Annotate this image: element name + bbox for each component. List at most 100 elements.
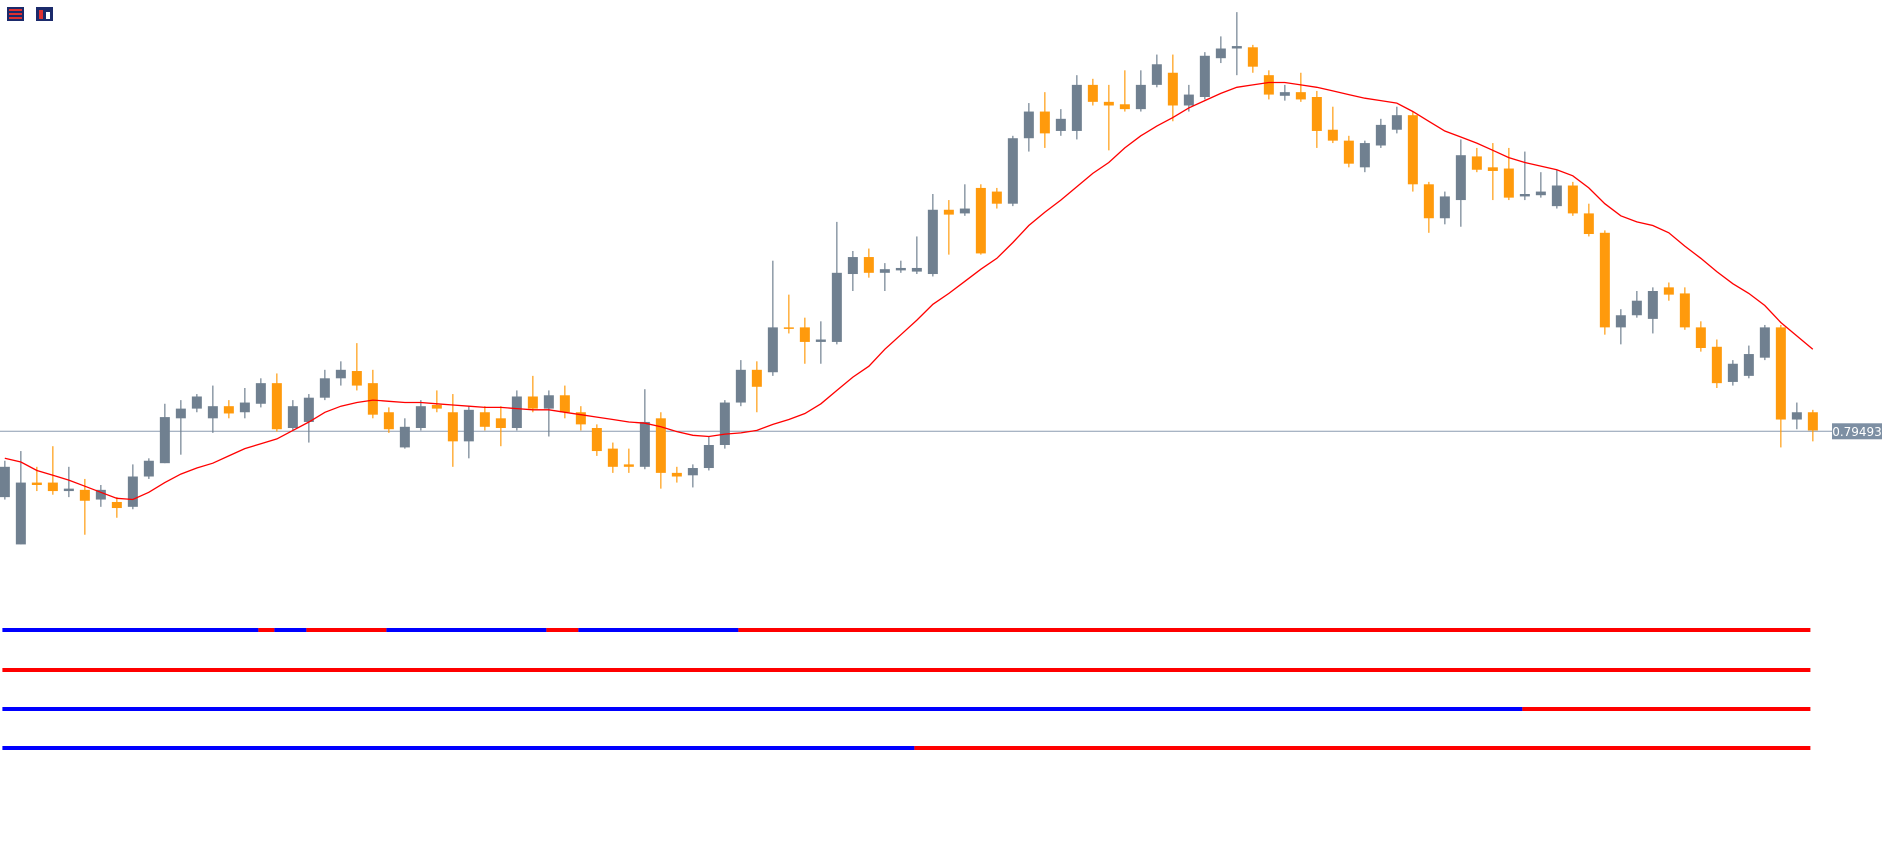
candle-body	[447, 412, 458, 442]
candle-body	[431, 404, 442, 409]
candle-body	[751, 369, 762, 387]
candle-body	[671, 472, 682, 477]
candle-body	[143, 460, 154, 477]
candle-body	[1135, 84, 1146, 110]
candle-body	[271, 383, 282, 430]
candle-body	[463, 409, 474, 442]
candle-body	[863, 257, 874, 273]
candle-body	[1535, 191, 1546, 196]
candle-body	[223, 406, 234, 414]
candle-body	[1119, 104, 1130, 110]
candle-body	[735, 369, 746, 403]
moving-average	[4, 81, 1814, 501]
candle-body	[159, 417, 170, 464]
icon-chart[interactable]	[36, 7, 53, 21]
candle-body	[815, 339, 826, 342]
candle-body	[543, 395, 554, 409]
candle-body	[1791, 412, 1802, 420]
candle-body	[303, 397, 314, 422]
candle-body	[975, 187, 986, 254]
candle-body	[1071, 84, 1082, 131]
icon-line	[9, 9, 22, 11]
candle-body	[1679, 293, 1690, 328]
candle-body	[495, 418, 506, 429]
candle-body	[1391, 115, 1402, 130]
candle-body	[607, 448, 618, 467]
candle-body	[1503, 168, 1514, 198]
candle-body	[783, 327, 794, 329]
candle-body	[1247, 47, 1258, 67]
candle-body	[1567, 185, 1578, 214]
candle-body	[415, 406, 426, 429]
candle-body	[1631, 300, 1642, 316]
candle-body	[1455, 155, 1466, 201]
candle-body	[1343, 140, 1354, 164]
candle-body	[1103, 101, 1114, 106]
candle-body	[1295, 92, 1306, 100]
candle-body	[1551, 185, 1562, 207]
toolbar-icons[interactable]	[7, 7, 53, 21]
candle-body	[399, 426, 410, 448]
candle-body	[767, 327, 778, 373]
candle-body	[1215, 48, 1226, 59]
candle-body	[527, 396, 538, 409]
candle-body	[351, 371, 362, 386]
candle-body	[1231, 46, 1242, 49]
candle-body	[1695, 327, 1706, 348]
candle-body	[335, 369, 346, 379]
candle-body	[63, 488, 74, 492]
price-label: 0.79493	[1832, 425, 1882, 439]
candle-body	[927, 209, 938, 275]
candle-body	[111, 501, 122, 509]
price-label-box	[1832, 423, 1882, 440]
candle-body	[1311, 97, 1322, 131]
candle-body	[943, 209, 954, 215]
candle-body	[655, 418, 666, 473]
candle-body	[1167, 72, 1178, 106]
candle-body	[31, 482, 42, 485]
candle-body	[879, 269, 890, 273]
icon-bar	[39, 10, 43, 19]
candle-body	[1199, 55, 1210, 97]
candle-body	[1439, 196, 1450, 219]
candle-body	[1087, 84, 1098, 102]
candle-body	[191, 396, 202, 409]
candle-body	[1647, 291, 1658, 319]
candle-body	[1151, 64, 1162, 85]
candle-body	[559, 395, 570, 413]
candle-body	[1263, 75, 1274, 95]
candle-body	[639, 421, 650, 467]
candle-body	[47, 482, 58, 492]
candle-body	[383, 412, 394, 430]
candle-body	[0, 466, 10, 498]
candle-body	[895, 267, 906, 271]
candle-body	[15, 482, 26, 545]
candle-body	[591, 428, 602, 452]
candle-body	[255, 383, 266, 404]
candle-body	[799, 327, 810, 342]
candle-body	[847, 257, 858, 275]
candle-body	[79, 489, 90, 501]
candle-body	[959, 208, 970, 214]
candle-body	[1711, 346, 1722, 384]
candle-body	[175, 408, 186, 419]
icon-line	[9, 17, 22, 19]
candle-body	[719, 402, 730, 445]
candle-body	[319, 378, 330, 398]
candle-body	[1807, 412, 1818, 431]
candle-body	[1487, 167, 1498, 171]
candle-body	[95, 489, 106, 500]
candle-body	[1279, 92, 1290, 96]
candle-body	[831, 272, 842, 342]
candle-body	[1775, 327, 1786, 420]
candle-body	[991, 191, 1002, 204]
candle-body	[1055, 118, 1066, 131]
candle-body	[1359, 143, 1370, 168]
candle-body	[703, 444, 714, 469]
candle-body	[1183, 94, 1194, 106]
candle-body	[207, 406, 218, 419]
icon-line	[9, 13, 22, 15]
candle-body	[511, 396, 522, 429]
candle-body	[239, 402, 250, 413]
